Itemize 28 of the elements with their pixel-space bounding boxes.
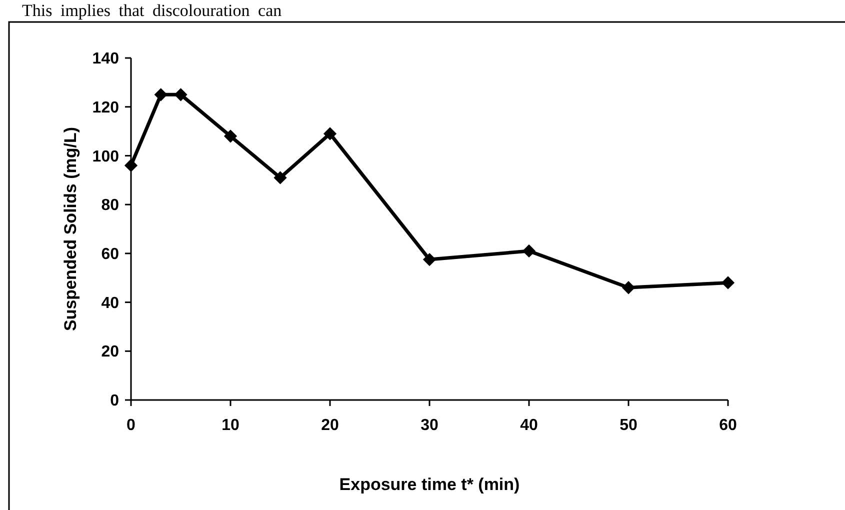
- point: [422, 252, 436, 266]
- point: [522, 244, 536, 258]
- x-tick-label: 10: [222, 417, 240, 434]
- x-tick-label: 0: [126, 417, 136, 434]
- x-tick-label: 60: [719, 417, 737, 434]
- point: [274, 171, 287, 184]
- x-tick-label: 20: [321, 417, 339, 434]
- x-tick-label: 50: [620, 417, 638, 434]
- y-tick-label: 140: [92, 50, 120, 68]
- text: This implies that discolouration can: [22, 1, 282, 20]
- y-tick-label: 0: [110, 392, 120, 410]
- x-tick-label: 40: [520, 417, 538, 434]
- point: [174, 88, 188, 102]
- x-axis-title: Exposure time t* (min): [339, 475, 520, 494]
- point: [224, 130, 238, 143]
- point: [323, 127, 337, 140]
- y-tick-label: 60: [101, 246, 120, 264]
- y-tick-label: 40: [101, 294, 120, 312]
- y-tick-label: 120: [92, 99, 120, 116]
- y-tick-label: 100: [92, 148, 120, 166]
- x-tick-label: 30: [420, 417, 438, 434]
- y-tick-label: 20: [101, 344, 120, 361]
- point: [154, 88, 168, 102]
- y-axis-title: Suspended Solids (mg/L): [61, 126, 80, 332]
- point: [124, 158, 138, 172]
- point: [622, 281, 636, 294]
- point: [721, 276, 735, 290]
- y-tick-label: 80: [101, 197, 120, 214]
